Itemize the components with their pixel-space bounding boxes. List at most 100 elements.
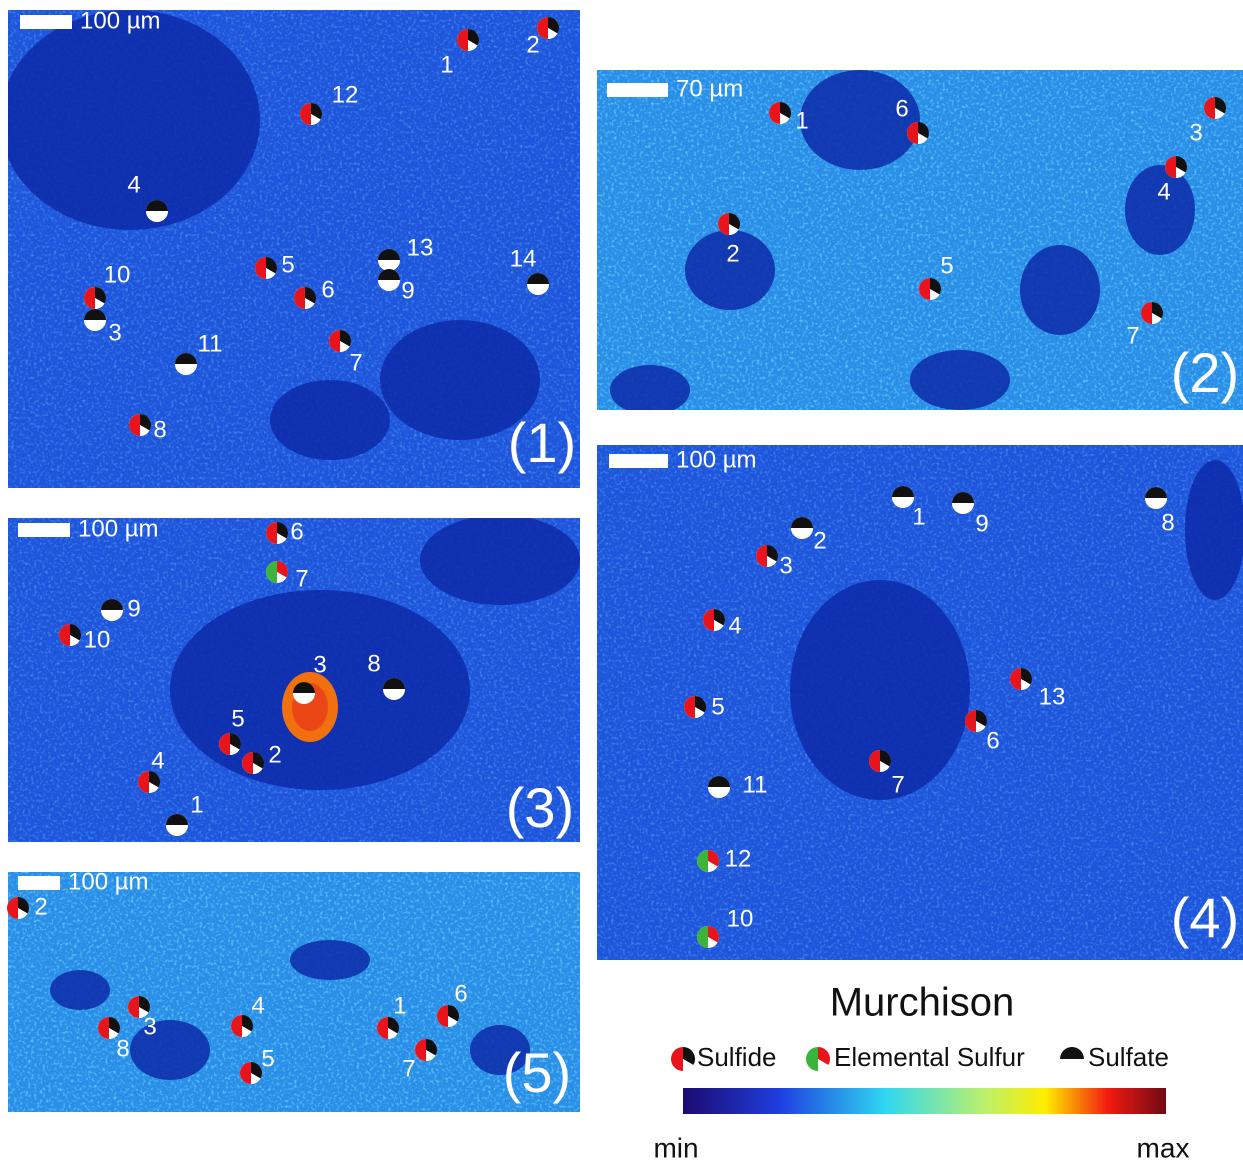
- figure: 100 µm(1)121245139141036117870 µm(2)1634…: [0, 0, 1243, 1164]
- marker-label: 4: [127, 171, 140, 198]
- marker: [1145, 487, 1167, 509]
- marker: [907, 122, 929, 144]
- marker-label: 11: [743, 771, 768, 798]
- scale-bar-label: 100 µm: [80, 7, 161, 34]
- marker-label: 7: [295, 565, 308, 592]
- marker: [129, 414, 151, 436]
- marker-label: 10: [84, 626, 111, 653]
- marker-sector: [1060, 1059, 1084, 1071]
- marker: [415, 1039, 437, 1061]
- scale-bar: [609, 454, 668, 468]
- scale-bar-label: 100 µm: [68, 868, 149, 895]
- marker-label: 1: [795, 107, 808, 134]
- marker: [84, 309, 106, 331]
- dark-region: [50, 970, 110, 1010]
- marker-label: 6: [986, 727, 999, 754]
- marker: [1165, 156, 1187, 178]
- marker-label: 13: [407, 234, 434, 261]
- scale-bar-label: 70 µm: [676, 75, 743, 102]
- marker: [806, 1047, 830, 1071]
- marker-label: 3: [1189, 119, 1202, 146]
- marker-label: 11: [198, 330, 223, 357]
- marker: [769, 102, 791, 124]
- marker-label: 1: [393, 992, 406, 1019]
- dark-region: [130, 1020, 210, 1080]
- map-panel: 100 µm(4)19823413567111210: [597, 445, 1243, 960]
- marker-label: 2: [526, 31, 539, 58]
- marker: [869, 750, 891, 772]
- marker: [7, 897, 29, 919]
- marker-label: 4: [251, 992, 264, 1019]
- marker: [378, 269, 400, 291]
- map-image: [597, 70, 1243, 415]
- scale-bar: [20, 15, 72, 29]
- dark-region: [610, 365, 690, 415]
- map-panel: 100 µm(3)67910385241: [8, 515, 580, 842]
- marker-label: 5: [940, 252, 953, 279]
- marker-label: 8: [153, 416, 166, 443]
- marker-label: 10: [104, 261, 131, 288]
- marker-label: 3: [108, 319, 121, 346]
- marker: [965, 710, 987, 732]
- marker-label: 5: [281, 251, 294, 278]
- dark-region: [1185, 460, 1243, 600]
- marker-sector: [806, 1047, 818, 1071]
- panel-label: (4): [1171, 886, 1239, 949]
- marker-label: 13: [1039, 683, 1066, 710]
- marker: [266, 522, 288, 544]
- marker-label: 2: [726, 240, 739, 267]
- dark-region: [270, 380, 390, 460]
- marker-label: 5: [711, 693, 724, 720]
- marker: [175, 353, 197, 375]
- marker: [293, 682, 315, 704]
- marker-sector: [1060, 1047, 1084, 1059]
- colorbar-min: min: [653, 1132, 698, 1163]
- marker: [537, 17, 559, 39]
- marker: [59, 624, 81, 646]
- marker: [255, 257, 277, 279]
- dark-region: [290, 940, 370, 980]
- marker: [1141, 302, 1163, 324]
- map-panel: 100 µm(5)23845167: [7, 868, 580, 1112]
- dark-region: [910, 350, 1010, 410]
- legend-label: Sulfide: [697, 1042, 777, 1072]
- marker-label: 7: [402, 1055, 415, 1082]
- scale-bar-label: 100 µm: [78, 515, 159, 542]
- marker-label: 8: [367, 650, 380, 677]
- colorbar-max: max: [1137, 1132, 1190, 1163]
- map-image: [0, 10, 580, 488]
- marker-label: 3: [143, 1013, 156, 1040]
- marker-label: 5: [261, 1045, 274, 1072]
- marker-label: 8: [116, 1035, 129, 1062]
- marker-label: 2: [268, 741, 281, 768]
- marker: [697, 850, 719, 872]
- marker-label: 7: [891, 771, 904, 798]
- panel-label: (2): [1171, 341, 1239, 404]
- colorbar: [683, 1088, 1166, 1114]
- marker-label: 2: [813, 527, 826, 554]
- marker: [671, 1047, 695, 1071]
- marker-label: 9: [127, 595, 140, 622]
- marker: [952, 492, 974, 514]
- marker: [703, 609, 725, 631]
- marker-label: 7: [349, 349, 362, 376]
- legend-title: Murchison: [830, 981, 1015, 1025]
- marker-label: 4: [728, 612, 741, 639]
- map-image: [8, 872, 580, 1112]
- marker-label: 14: [510, 245, 537, 272]
- marker: [718, 213, 740, 235]
- scale-bar-label: 100 µm: [676, 446, 757, 473]
- marker: [756, 545, 778, 567]
- marker: [300, 103, 322, 125]
- marker: [146, 200, 168, 222]
- marker: [219, 733, 241, 755]
- marker: [329, 330, 351, 352]
- panels: 100 µm(1)121245139141036117870 µm(2)1634…: [0, 7, 1243, 1112]
- marker: [166, 814, 188, 836]
- marker-label: 1: [440, 51, 453, 78]
- marker-label: 4: [1157, 178, 1170, 205]
- marker: [457, 29, 479, 51]
- marker: [791, 517, 813, 539]
- marker-label: 5: [231, 705, 244, 732]
- marker-label: 10: [727, 905, 754, 932]
